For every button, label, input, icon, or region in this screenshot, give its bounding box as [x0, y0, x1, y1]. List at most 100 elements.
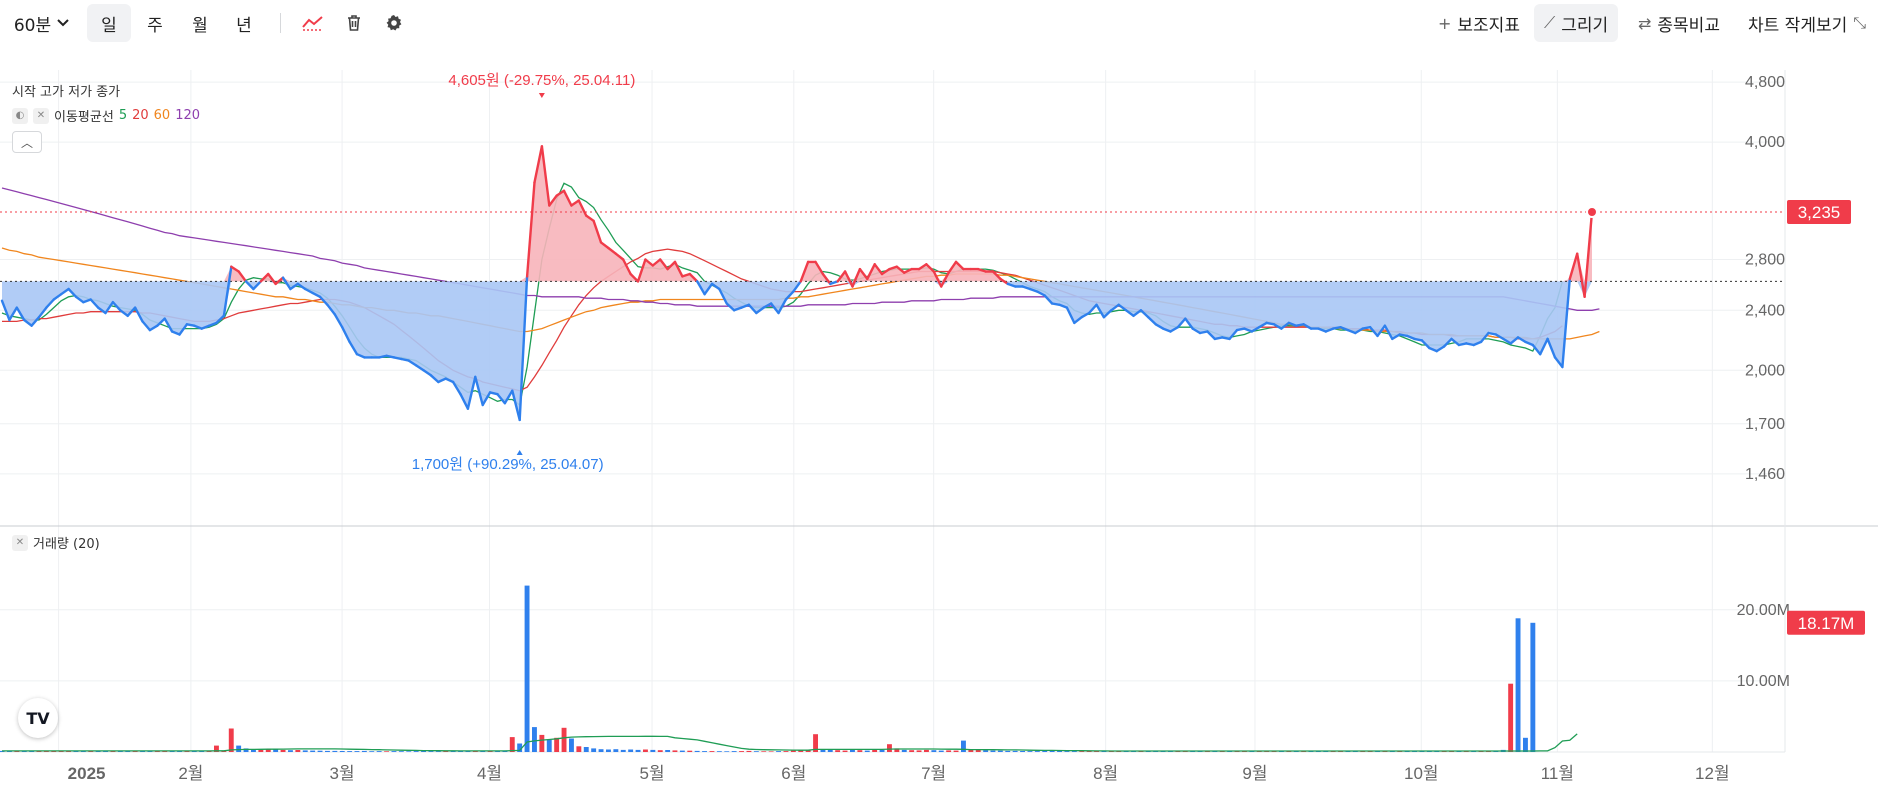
price-line-segment	[836, 270, 847, 283]
price-line-segment	[1383, 324, 1394, 341]
compare-button[interactable]: ⇄ 종목비교	[1628, 4, 1730, 42]
collapse-legend-button[interactable]: ︿	[12, 131, 42, 153]
volume-bar	[613, 749, 619, 752]
chart-type-button[interactable]	[296, 4, 330, 42]
volume-bar	[990, 750, 996, 752]
above-baseline-fill	[2, 146, 1592, 282]
period-tab-week[interactable]: 주	[133, 4, 177, 42]
below-baseline-fill	[2, 281, 1592, 420]
volume-axis-tick-label: 20.00M	[1737, 602, 1790, 619]
price-line-segment	[348, 340, 359, 356]
price-line-segment	[274, 276, 285, 286]
eye-off-icon[interactable]: ◐	[12, 107, 28, 124]
volume-bar	[221, 751, 227, 752]
time-axis-tick-label: 2025	[68, 764, 106, 783]
price-line-segment	[341, 326, 351, 344]
interval-selector[interactable]: 60분	[8, 4, 76, 42]
volume-bar	[1123, 751, 1129, 752]
volume-bar	[620, 749, 626, 752]
volume-bar	[103, 751, 108, 752]
price-line-segment	[1250, 326, 1261, 333]
price-line-segment	[562, 189, 573, 207]
volume-bar	[517, 743, 523, 752]
price-line-segment	[111, 301, 122, 312]
time-axis-tick-label: 12월	[1695, 764, 1730, 783]
price-line-segment	[1073, 316, 1083, 325]
price-line-segment	[1220, 336, 1231, 341]
price-line-segment	[1243, 327, 1254, 333]
period-tab-day[interactable]: 일	[87, 4, 131, 42]
tradingview-logo[interactable]: TV	[18, 698, 58, 738]
price-line-segment	[1450, 337, 1461, 347]
volume-bar	[731, 751, 737, 752]
indicators-button[interactable]: + 보조지표	[1428, 4, 1530, 42]
chevron-up-icon: ︿	[20, 135, 33, 150]
price-line-segment	[1361, 326, 1372, 330]
low-price-annotation: 1,700원 (+90.29%, 25.04.07)	[412, 456, 604, 473]
price-line-segment	[1428, 346, 1438, 353]
price-line-segment	[496, 393, 507, 405]
price-line-segment	[1538, 337, 1549, 356]
volume-bar	[236, 745, 242, 752]
price-line-segment	[481, 391, 492, 407]
volume-bar	[302, 750, 308, 752]
price-line-segment	[1206, 330, 1217, 341]
price-line-segment	[252, 280, 262, 291]
volume-bar	[310, 750, 316, 752]
price-line-segment	[230, 265, 240, 273]
price-line-segment	[8, 306, 18, 322]
price-line-segment	[296, 282, 307, 291]
time-axis-tick-label: 11월	[1541, 764, 1574, 783]
volume-bar	[635, 749, 641, 752]
current-price-label: 3,235	[1798, 203, 1841, 222]
price-line-segment	[444, 377, 455, 384]
volume-bar	[265, 749, 271, 752]
volume-bar	[472, 751, 478, 752]
volume-bar	[598, 749, 604, 752]
current-price-badge	[1787, 200, 1851, 225]
time-axis-tick-label: 4월	[477, 764, 502, 783]
volume-bar	[643, 749, 648, 752]
price-line-segment	[414, 364, 425, 372]
volume-bar	[1057, 751, 1062, 752]
price-line-segment	[1398, 333, 1409, 338]
period-tab-month[interactable]: 월	[178, 4, 222, 42]
chart-grid	[0, 70, 1878, 753]
volume-bar	[36, 751, 42, 752]
price-line-segment	[89, 298, 100, 309]
chevron-down-icon	[57, 19, 69, 27]
volume-bar	[1034, 751, 1040, 752]
price-line-segment	[762, 302, 773, 309]
minimize-chart-button[interactable]: 차트 작게보기 ⤡	[1738, 4, 1876, 42]
volume-bar	[354, 751, 360, 752]
price-line-segment	[1509, 336, 1520, 345]
volume-bar	[1020, 751, 1025, 752]
volume-bar	[66, 751, 71, 752]
plus-icon: +	[1438, 13, 1452, 33]
volume-bar	[280, 749, 286, 752]
price-line-segment	[954, 260, 965, 271]
price-line-segment	[873, 263, 884, 276]
price-line-segment	[629, 272, 640, 283]
period-tab-year-label: 년	[236, 15, 252, 36]
price-line-segment	[1235, 327, 1246, 332]
price-line-segment	[141, 320, 152, 332]
settings-button[interactable]	[377, 4, 411, 42]
price-line-segment	[45, 298, 55, 309]
period-tab-year[interactable]: 년	[222, 4, 266, 42]
volume-bar	[332, 750, 338, 752]
price-line-segment	[318, 295, 329, 306]
draw-button[interactable]: ⟋ 그리기	[1534, 4, 1619, 42]
price-line-segment	[1435, 345, 1446, 353]
price-line-segment	[1324, 327, 1335, 333]
ma-legend: ◐ ✕ 이동평균선 5 20 60 120	[12, 106, 200, 125]
price-line-segment	[740, 303, 751, 309]
volume-bar	[628, 749, 634, 752]
delete-drawings-button[interactable]	[337, 4, 371, 42]
price-line-segment	[23, 318, 33, 327]
price-line-segment	[866, 263, 876, 281]
close-icon[interactable]: ✕	[33, 107, 49, 124]
price-line	[0, 145, 1594, 422]
close-icon[interactable]: ✕	[12, 534, 28, 551]
